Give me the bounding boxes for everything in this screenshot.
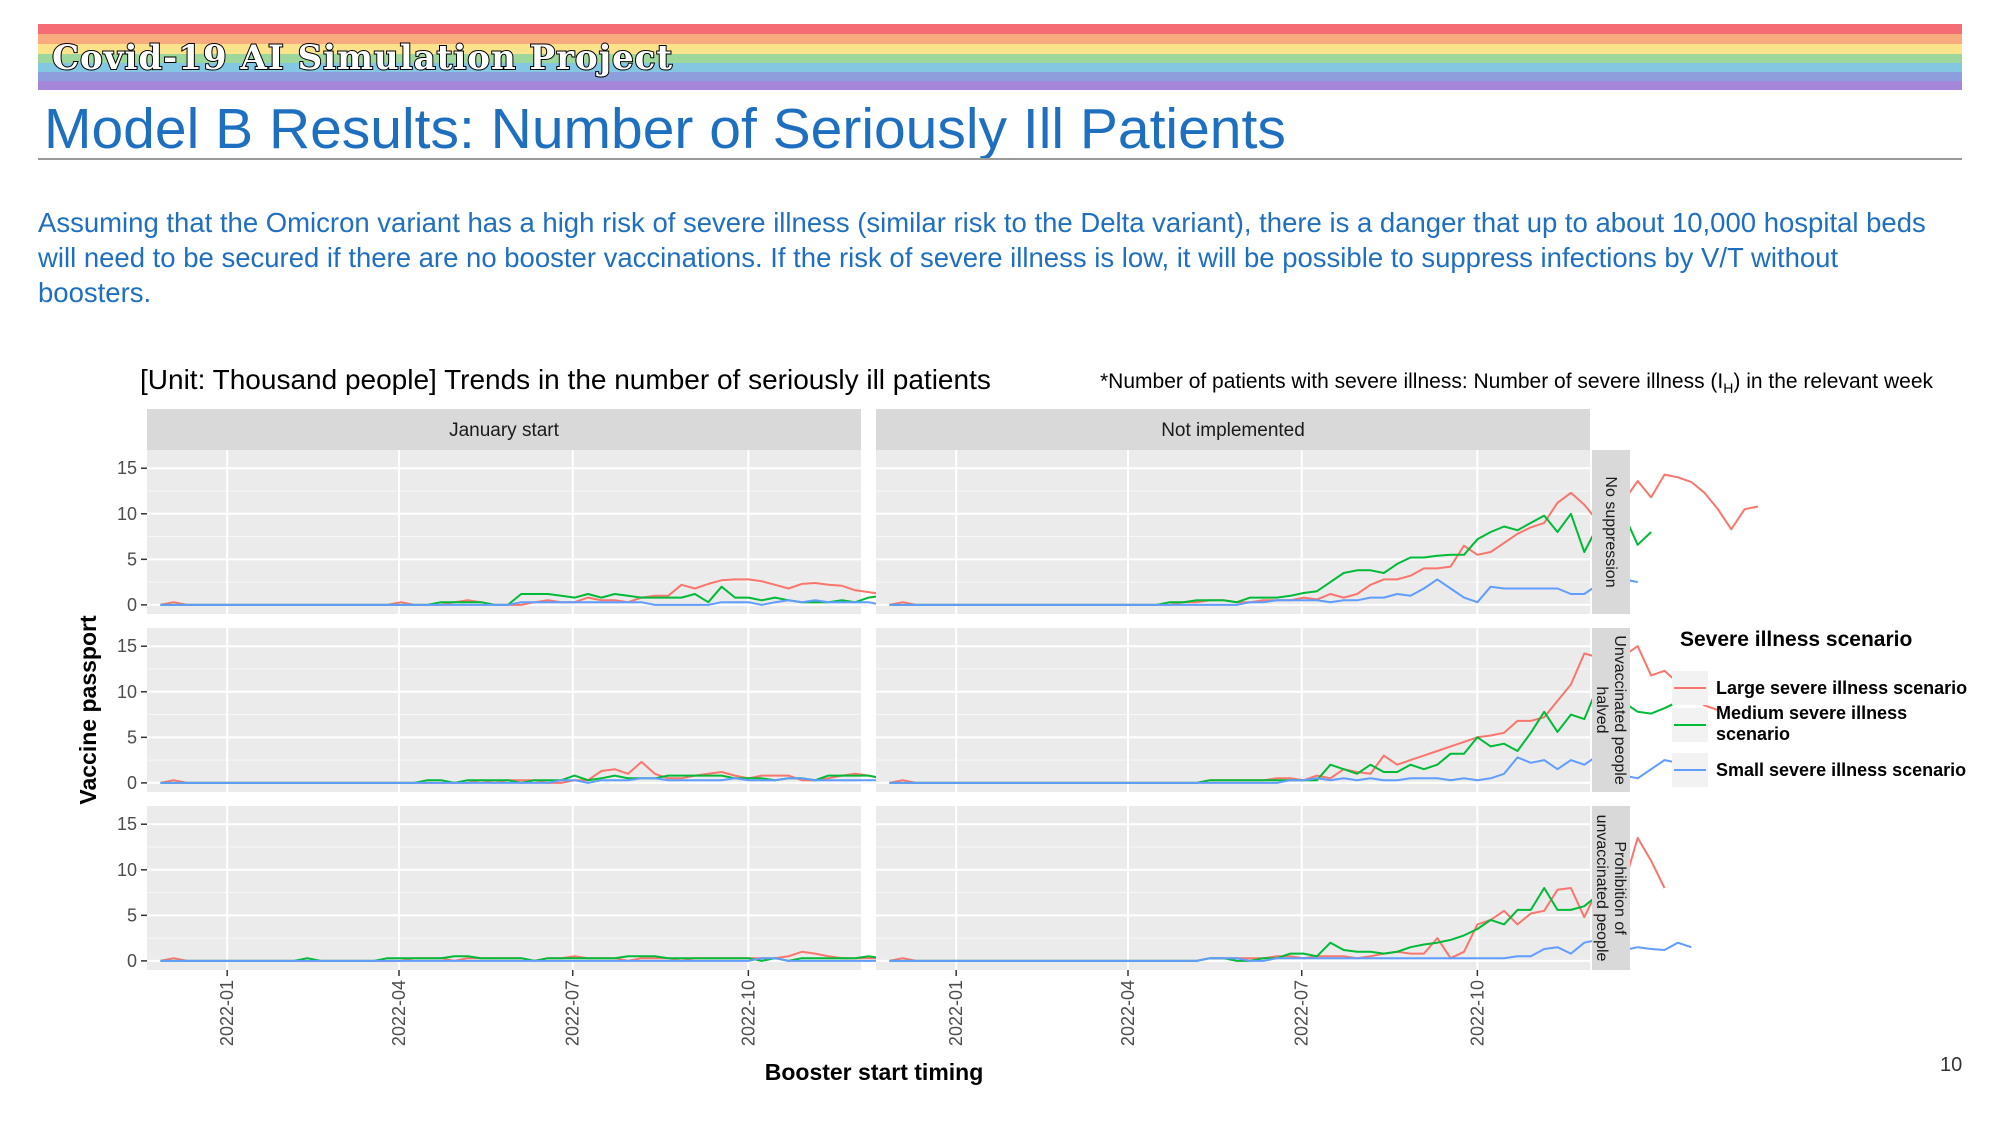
legend-label-line: scenario xyxy=(1716,724,1790,744)
legend-label: Medium severe illness scenario xyxy=(1716,703,1907,744)
legend-label: Large severe illness scenario xyxy=(1716,678,1967,698)
panel-background xyxy=(147,806,861,970)
panel-background xyxy=(876,628,1590,792)
row-strip xyxy=(1592,450,1630,614)
y-tick-label: 10 xyxy=(117,860,137,880)
x-tick-label: 2022-10 xyxy=(1467,980,1487,1046)
row-strip-label-line: Prohibition of xyxy=(1611,841,1628,935)
chart-note-subscript: H xyxy=(1723,380,1734,397)
y-tick-label: 15 xyxy=(117,814,137,834)
banner-stripe xyxy=(38,54,1962,63)
chart-note: *Number of patients with severe illness:… xyxy=(1100,370,1933,396)
y-tick-label: 0 xyxy=(127,773,137,793)
series-line xyxy=(160,957,990,962)
row-strip xyxy=(1592,628,1630,792)
y-tick-label: 0 xyxy=(127,595,137,615)
row-strip-label: Prohibition ofunvaccinated people xyxy=(1593,815,1628,962)
column-strip-label: Not implemented xyxy=(1161,420,1305,441)
y-tick-label: 0 xyxy=(127,951,137,971)
y-tick-label: 5 xyxy=(127,905,137,925)
panel-background xyxy=(147,628,861,792)
x-tick-label: 2022-04 xyxy=(1118,980,1138,1046)
banner-stripe xyxy=(38,34,1962,44)
x-tick-label: 2022-07 xyxy=(563,980,583,1046)
series-line xyxy=(160,777,949,784)
y-tick-label: 15 xyxy=(117,458,137,478)
banner-stripe xyxy=(38,63,1962,72)
row-strip-label: Unvaccinated peoplehalved xyxy=(1593,635,1628,785)
y-tick-label: 15 xyxy=(117,636,137,656)
banner-stripe xyxy=(38,44,1962,54)
row-strip-label-line: Unvaccinated people xyxy=(1611,635,1628,785)
row-strip-label-line: unvaccinated people xyxy=(1593,815,1610,962)
x-tick-label: 2022-04 xyxy=(389,980,409,1046)
row-strip-label-line: halved xyxy=(1593,686,1610,733)
banner-stripe xyxy=(38,81,1962,90)
panel-background xyxy=(876,806,1590,970)
series-line xyxy=(889,754,1678,784)
chart-unit-label: [Unit: Thousand people] Trends in the nu… xyxy=(140,364,991,395)
row-strip-label: No suppression xyxy=(1602,476,1619,587)
banner: Covid-19 AI Simulation Project xyxy=(38,24,1962,90)
row-strip-label-line: No suppression xyxy=(1602,476,1619,587)
title-divider xyxy=(38,158,1962,160)
legend-title: Severe illness scenario xyxy=(1680,628,1912,651)
panel-background xyxy=(147,450,861,614)
legend-label-line: Medium severe illness xyxy=(1716,703,1907,723)
legend-label: Small severe illness scenario xyxy=(1716,760,1966,780)
y-tick-label: 10 xyxy=(117,682,137,702)
page-title: Model B Results: Number of Seriously Ill… xyxy=(44,97,1286,161)
series-line xyxy=(160,599,963,606)
x-tick-label: 2022-10 xyxy=(738,980,758,1046)
chart-note-text: *Number of patients with severe illness:… xyxy=(1100,370,1724,393)
x-tick-label: 2022-07 xyxy=(1292,980,1312,1046)
page-number: 10 xyxy=(1940,1054,1963,1076)
column-strip-label: January start xyxy=(449,420,560,441)
chart-note-suffix: ) in the relevant week xyxy=(1733,370,1933,393)
y-axis-title: Vaccine passport xyxy=(75,615,101,805)
panel-background xyxy=(876,450,1590,614)
x-axis-title: Booster start timing xyxy=(765,1059,984,1085)
x-tick-label: 2022-01 xyxy=(946,980,966,1046)
x-tick-label: 2022-01 xyxy=(217,980,237,1046)
banner-stripe xyxy=(38,24,1962,34)
y-tick-label: 5 xyxy=(127,549,137,569)
series-line xyxy=(889,578,1638,606)
y-tick-label: 10 xyxy=(117,504,137,524)
series-line xyxy=(889,929,1692,962)
banner-title: Covid-19 AI Simulation Project xyxy=(51,37,674,79)
y-tick-label: 5 xyxy=(127,727,137,747)
column-strip xyxy=(147,409,861,450)
banner-stripe xyxy=(38,72,1962,81)
intro-paragraph: Assuming that the Omicron variant has a … xyxy=(38,207,1926,308)
row-strip xyxy=(1592,806,1630,970)
column-strip xyxy=(876,409,1590,450)
